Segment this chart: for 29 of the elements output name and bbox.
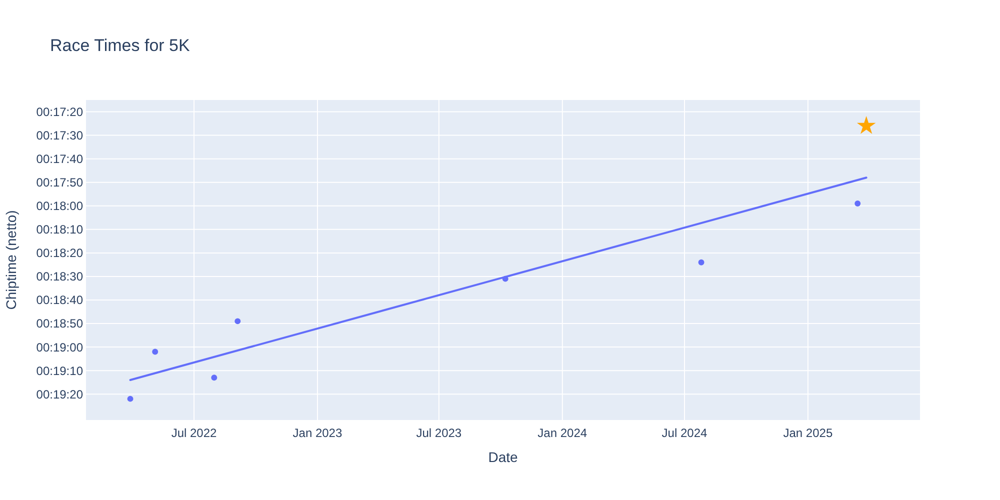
y-tick-label: 00:18:00 bbox=[36, 199, 84, 214]
point bbox=[211, 374, 218, 381]
x-tick-label: Jan 2025 bbox=[783, 426, 833, 440]
x-tick-label: Jul 2022 bbox=[171, 426, 218, 440]
y-tick-label: 00:18:20 bbox=[36, 246, 84, 260]
x-tick-label: Jan 2024 bbox=[538, 426, 588, 440]
y-tick-label: 00:17:40 bbox=[36, 152, 84, 166]
y-tick-label: 00:19:00 bbox=[36, 340, 84, 354]
y-tick-label: 00:19:20 bbox=[36, 387, 84, 402]
y-tick-label: 00:18:10 bbox=[36, 222, 84, 237]
chart-title: Race Times for 5K bbox=[50, 36, 190, 55]
point bbox=[856, 116, 876, 134]
y-tick-label: 00:17:30 bbox=[36, 128, 84, 142]
point bbox=[127, 396, 134, 402]
y-axis-title: Chiptime (netto) bbox=[3, 210, 19, 310]
point bbox=[854, 200, 861, 207]
point bbox=[698, 259, 704, 266]
x-tick-label: Jul 2023 bbox=[416, 426, 462, 440]
y-tick-label: 00:18:40 bbox=[36, 293, 84, 308]
y-tick-label: 00:17:20 bbox=[36, 104, 84, 119]
x-tick-label: Jul 2024 bbox=[662, 426, 708, 440]
y-tick-label: 00:19:10 bbox=[36, 364, 84, 378]
y-tick-label: 00:17:50 bbox=[36, 176, 84, 190]
point bbox=[152, 348, 158, 355]
point bbox=[234, 318, 241, 324]
x-tick-label: Jan 2023 bbox=[292, 426, 342, 440]
y-tick-label: 00:18:50 bbox=[36, 316, 84, 331]
y-tick-label: 00:18:30 bbox=[36, 270, 84, 284]
x-axis-title: Date bbox=[488, 449, 518, 465]
